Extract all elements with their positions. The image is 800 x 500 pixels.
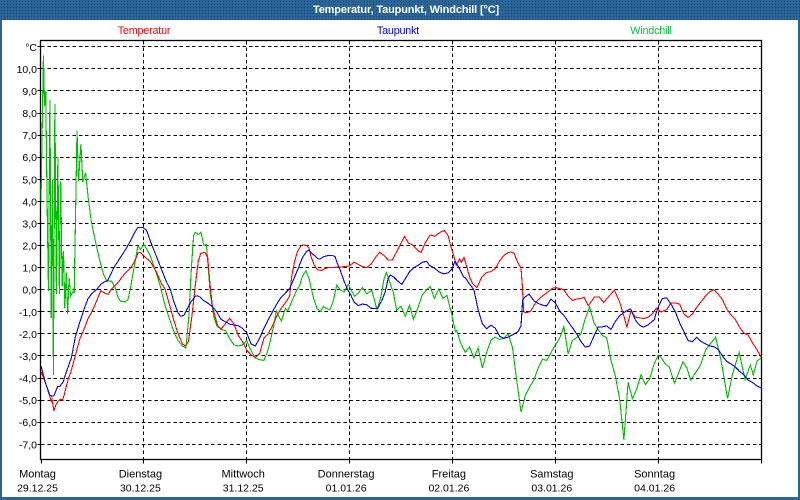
svg-text:Sonntag: Sonntag <box>634 469 675 481</box>
svg-text:31.12.25: 31.12.25 <box>223 483 264 495</box>
svg-text:-5,0: -5,0 <box>19 395 37 407</box>
svg-text:5,0: 5,0 <box>22 174 37 186</box>
svg-text:Mittwoch: Mittwoch <box>221 469 264 481</box>
svg-text:Samstag: Samstag <box>530 469 573 481</box>
svg-text:Montag: Montag <box>19 469 56 481</box>
svg-text:-2,0: -2,0 <box>19 329 37 341</box>
svg-text:Freitag: Freitag <box>432 469 466 481</box>
svg-text:30.12.25: 30.12.25 <box>120 483 161 495</box>
svg-text:2,0: 2,0 <box>22 241 37 253</box>
svg-text:-1,0: -1,0 <box>19 307 37 319</box>
svg-text:-7,0: -7,0 <box>19 439 37 451</box>
svg-text:1,0: 1,0 <box>22 263 37 275</box>
svg-text:°C: °C <box>25 42 37 54</box>
svg-text:7,0: 7,0 <box>22 130 37 142</box>
svg-text:29.12.25: 29.12.25 <box>17 483 58 495</box>
svg-text:-6,0: -6,0 <box>19 417 37 429</box>
svg-text:Donnerstag: Donnerstag <box>318 469 375 481</box>
svg-text:03.01.26: 03.01.26 <box>531 483 572 495</box>
svg-text:02.01.26: 02.01.26 <box>428 483 469 495</box>
svg-text:3,0: 3,0 <box>22 219 37 231</box>
svg-text:01.01.26: 01.01.26 <box>326 483 367 495</box>
svg-text:04.01.26: 04.01.26 <box>634 483 675 495</box>
svg-text:0,0: 0,0 <box>22 285 37 297</box>
svg-text:8,0: 8,0 <box>22 108 37 120</box>
svg-text:-3,0: -3,0 <box>19 351 37 363</box>
svg-text:6,0: 6,0 <box>22 152 37 164</box>
svg-text:Dienstag: Dienstag <box>119 469 162 481</box>
svg-text:4,0: 4,0 <box>22 196 37 208</box>
svg-text:9,0: 9,0 <box>22 86 37 98</box>
svg-text:10,0: 10,0 <box>17 64 38 76</box>
svg-text:-4,0: -4,0 <box>19 373 37 385</box>
